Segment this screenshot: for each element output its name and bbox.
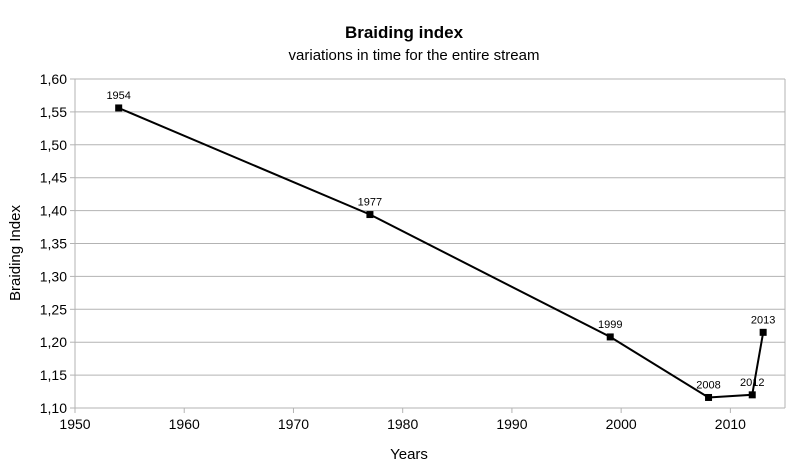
x-tick-label: 1970 (278, 416, 309, 432)
y-tick-label: 1,25 (40, 301, 67, 317)
plot-area: 1,10 1,15 1,20 1,25 1,30 1,35 1,40 1,45 1,50 1,55… (40, 71, 786, 432)
data-label: 2008 (696, 379, 720, 391)
x-tick-label: 1960 (169, 416, 200, 432)
data-point (759, 328, 767, 336)
data-point (115, 104, 123, 112)
y-tick-label: 1,40 (40, 203, 67, 219)
chart-title: Braiding index (345, 23, 464, 42)
y-tick-label: 1,15 (40, 367, 67, 383)
chart-subtitle: variations in time for the entire stream (289, 47, 540, 64)
data-point (606, 333, 614, 341)
series-line (118, 107, 765, 399)
x-axis-title: Years (390, 446, 428, 463)
y-tick-label: 1,55 (40, 104, 67, 120)
data-label: 2012 (740, 377, 764, 389)
y-tick-label: 1,30 (40, 268, 67, 284)
data-label: 2013 (751, 314, 775, 326)
x-tick-label: 1950 (59, 416, 90, 432)
x-tick-label: 2000 (606, 416, 637, 432)
y-tick-label: 1,20 (40, 334, 67, 350)
data-label: 1977 (358, 197, 382, 209)
data-label: 1999 (598, 319, 622, 331)
y-tick-label: 1,50 (40, 137, 67, 153)
data-point (366, 211, 374, 219)
x-tick-label: 1990 (496, 416, 527, 432)
data-point (705, 393, 713, 401)
y-tick-label: 1,35 (40, 236, 67, 252)
data-label: 1954 (106, 90, 130, 102)
x-tick-label: 1980 (387, 416, 418, 432)
y-axis-title: Braiding Index (7, 205, 24, 301)
y-tick-label: 1,10 (40, 400, 67, 416)
x-tick-label: 2010 (715, 416, 746, 432)
y-tick-label: 1,45 (40, 170, 67, 186)
y-tick-label: 1,60 (40, 71, 67, 87)
data-point (748, 391, 756, 399)
